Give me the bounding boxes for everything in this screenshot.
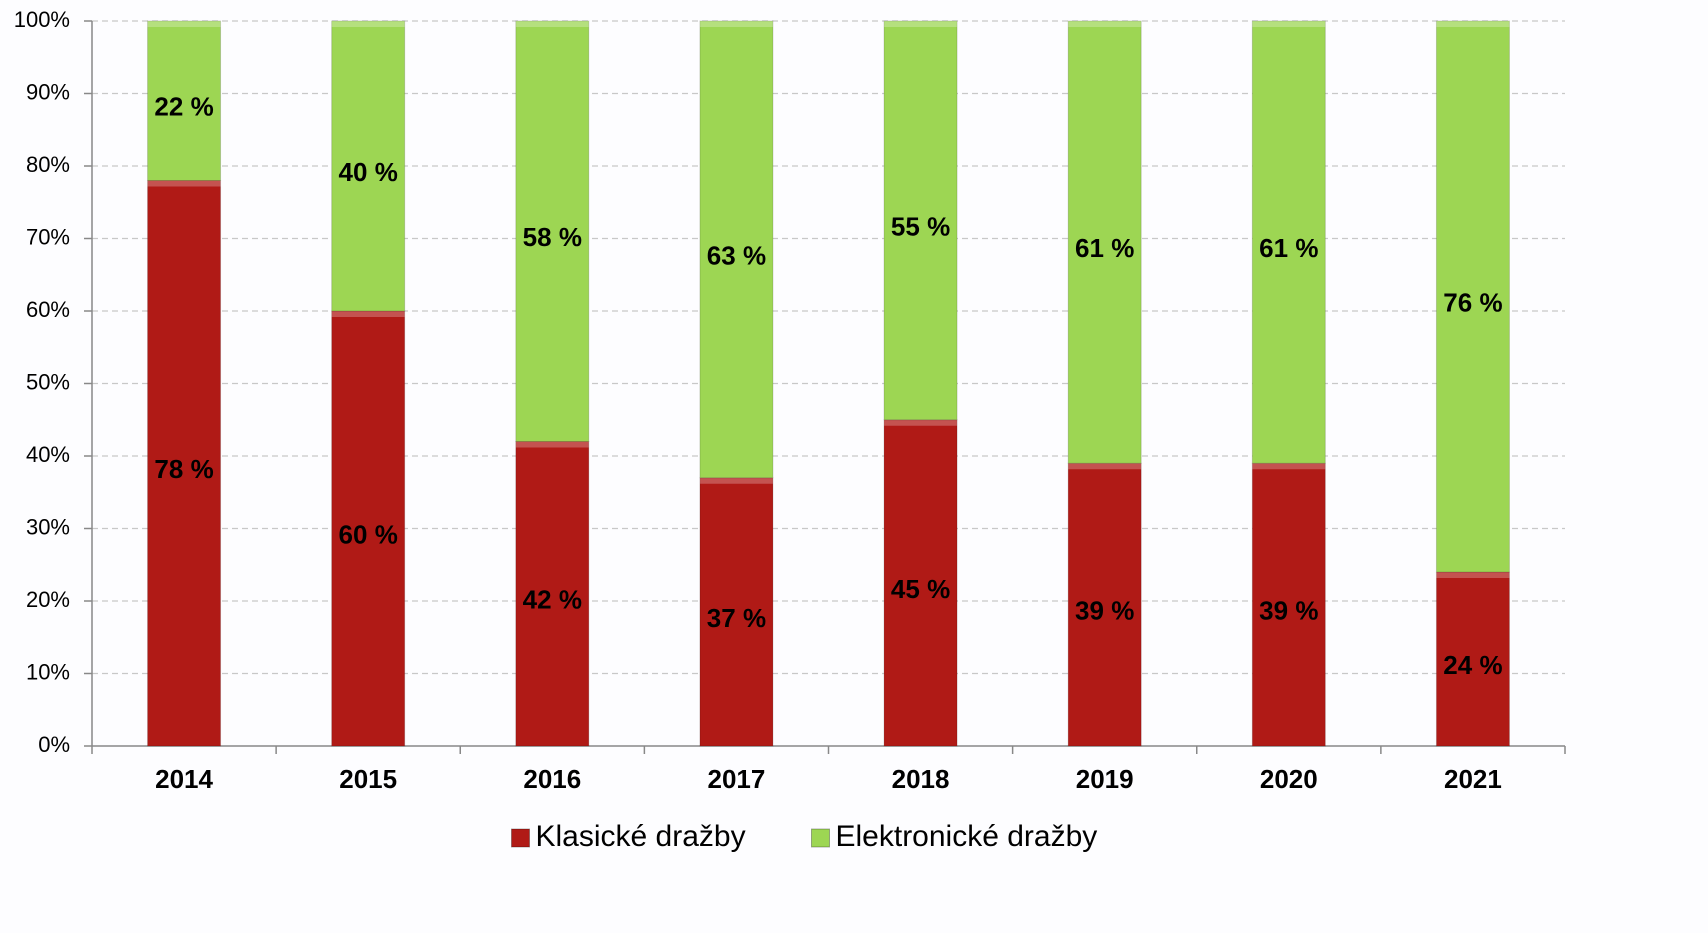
x-tick-label: 2017 — [708, 764, 766, 794]
value-label: 22 % — [154, 92, 213, 122]
bar-highlight — [1252, 21, 1326, 27]
value-label: 39 % — [1259, 596, 1318, 626]
bar-segment — [331, 310, 406, 747]
bar-highlight — [1068, 463, 1142, 470]
bar-highlight — [515, 21, 589, 27]
y-tick-label: 100% — [14, 7, 70, 32]
legend-swatch — [511, 828, 530, 848]
bar-segment — [1067, 20, 1142, 464]
bar-highlight — [147, 21, 221, 27]
x-tick-label: 2019 — [1076, 764, 1134, 794]
y-tick-label: 80% — [26, 152, 70, 177]
bar-segment — [515, 20, 590, 442]
x-tick-label: 2018 — [892, 764, 950, 794]
value-label: 60 % — [339, 519, 398, 549]
bar-highlight — [699, 477, 773, 484]
y-tick-label: 10% — [26, 659, 70, 684]
bar-segment — [1435, 571, 1510, 747]
y-tick-label: 50% — [26, 369, 70, 394]
bar-segment — [699, 20, 774, 479]
bar-highlight — [331, 21, 405, 27]
legend-label: Klasické dražby — [536, 820, 746, 853]
bar-segment — [1251, 462, 1326, 747]
y-tick-label: 30% — [26, 514, 70, 539]
value-label: 24 % — [1443, 650, 1502, 680]
bar-segment — [147, 20, 222, 181]
legend-label: Elektronické dražby — [836, 820, 1098, 853]
x-tick-label: 2016 — [523, 764, 581, 794]
value-label: 37 % — [707, 603, 766, 633]
bar-highlight — [515, 441, 589, 448]
bar-segment — [147, 180, 222, 747]
value-label: 61 % — [1075, 233, 1134, 263]
y-tick-label: 0% — [38, 732, 70, 757]
x-tick-label: 2015 — [339, 764, 397, 794]
bar-highlight — [1252, 463, 1326, 470]
bar-segment — [883, 20, 958, 421]
legend-swatch — [811, 828, 830, 848]
bar-segment — [1435, 20, 1510, 573]
bar-segment — [1251, 20, 1326, 464]
bar-highlight — [699, 21, 773, 27]
bar-segment — [515, 441, 590, 747]
bar-highlight — [884, 419, 958, 426]
value-label: 76 % — [1443, 287, 1502, 317]
value-label: 39 % — [1075, 596, 1134, 626]
value-label: 55 % — [891, 211, 950, 241]
y-tick-label: 40% — [26, 442, 70, 467]
y-tick-label: 60% — [26, 297, 70, 322]
y-tick-label: 90% — [26, 79, 70, 104]
bar-segment — [883, 419, 958, 747]
x-tick-label: 2020 — [1260, 764, 1318, 794]
value-label: 58 % — [523, 222, 582, 252]
value-label: 40 % — [339, 157, 398, 187]
bar-segment — [699, 477, 774, 747]
bar-highlight — [1068, 21, 1142, 27]
value-label: 45 % — [891, 574, 950, 604]
value-label: 63 % — [707, 240, 766, 270]
bar-highlight — [884, 21, 958, 27]
bar-highlight — [1436, 21, 1510, 27]
value-label: 78 % — [154, 454, 213, 484]
bar-highlight — [331, 311, 405, 317]
y-tick-label: 70% — [26, 224, 70, 249]
bar-highlight — [147, 180, 221, 187]
value-label: 42 % — [523, 585, 582, 615]
bar-highlight — [1436, 572, 1510, 578]
value-label: 61 % — [1259, 233, 1318, 263]
bar-segment — [331, 20, 406, 312]
x-tick-label: 2014 — [155, 764, 213, 794]
y-tick-label: 20% — [26, 587, 70, 612]
x-tick-label: 2021 — [1444, 764, 1502, 794]
bar-segment — [1067, 462, 1142, 747]
